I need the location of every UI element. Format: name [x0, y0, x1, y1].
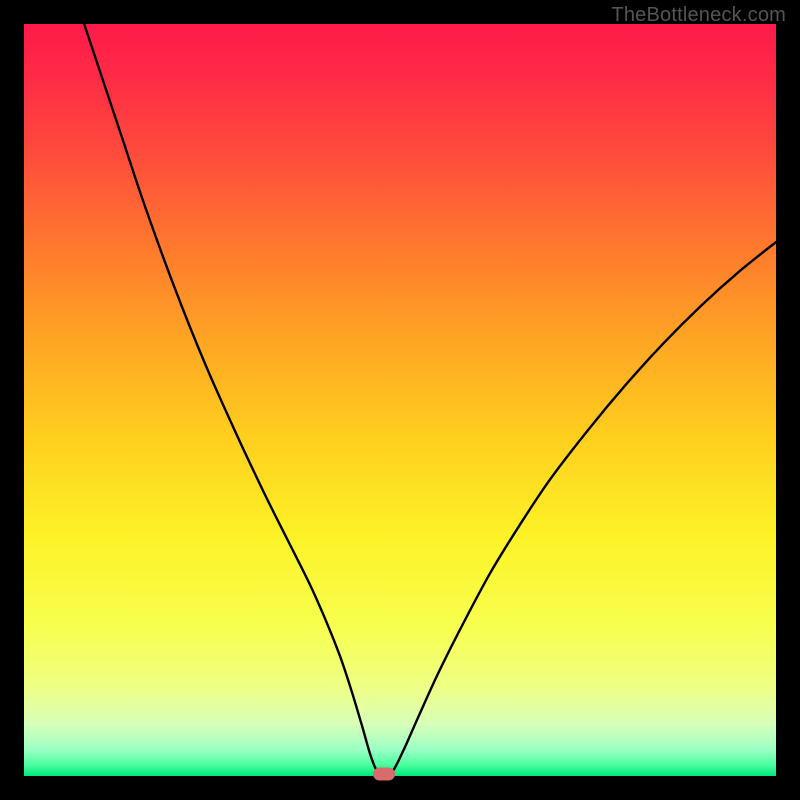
optimum-marker	[373, 768, 395, 781]
curve-svg	[24, 24, 776, 776]
chart-container: TheBottleneck.com	[0, 0, 800, 800]
plot-area	[24, 24, 776, 776]
bottleneck-curve	[84, 24, 776, 775]
